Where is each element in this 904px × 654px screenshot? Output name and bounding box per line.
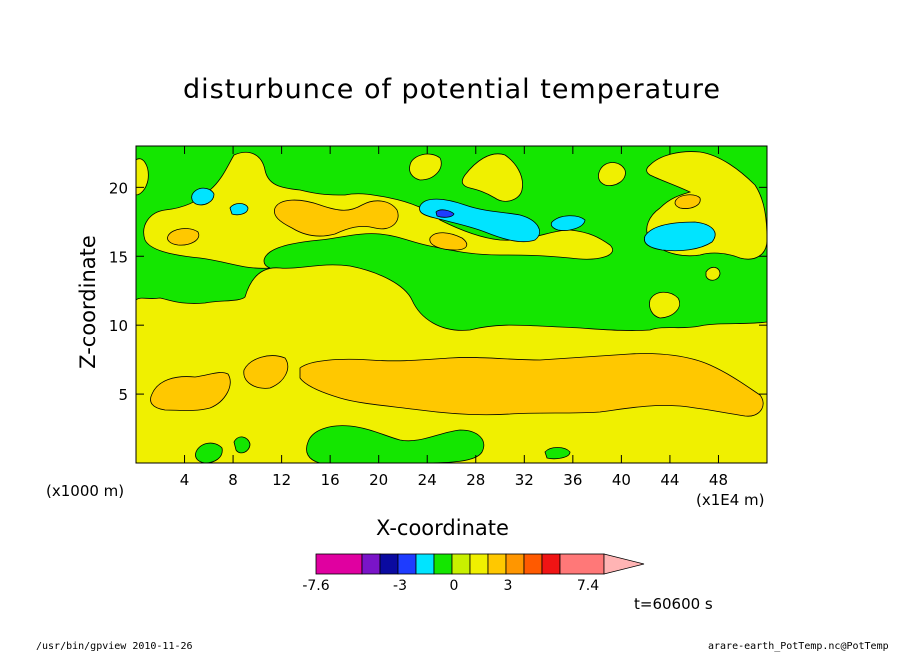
region-cyan-c bbox=[191, 187, 215, 206]
y-tick-label: 20 bbox=[109, 179, 128, 197]
y-unit-label: (x1000 m) bbox=[46, 482, 125, 500]
x-tick-label: 16 bbox=[321, 471, 340, 489]
colorbar-segment bbox=[415, 553, 435, 575]
x-tick-label: 48 bbox=[709, 471, 728, 489]
x-ticks: 4 8 12 16 20 24 28 32 36 40 44 48 bbox=[180, 146, 728, 489]
y-ticks: 5 10 15 20 bbox=[109, 179, 767, 404]
time-label: t=60600 s bbox=[634, 595, 713, 613]
region-blue-cell bbox=[435, 209, 455, 218]
region-green-surface-d bbox=[544, 447, 571, 460]
region-orange-middle bbox=[299, 353, 764, 417]
x-tick-label: 40 bbox=[612, 471, 631, 489]
x-unit-label: (x1E4 m) bbox=[696, 491, 765, 509]
region-yellow-upper-f bbox=[649, 291, 680, 319]
region-yellow-upper-h bbox=[705, 266, 721, 281]
x-tick-label: 32 bbox=[515, 471, 534, 489]
region-green-surface-a bbox=[306, 425, 485, 463]
colorbar-tick-label: -7.6 bbox=[302, 578, 329, 594]
region-orange-upper-b bbox=[429, 232, 468, 251]
colorbar-segment bbox=[541, 553, 561, 575]
colorbar: -7.6 -3 0 3 7.4 bbox=[302, 553, 645, 594]
region-orange-small bbox=[243, 355, 289, 389]
region-yellow-upper-b bbox=[409, 153, 442, 181]
colorbar-extension bbox=[603, 553, 645, 575]
x-tick-label: 20 bbox=[369, 471, 388, 489]
y-tick-label: 5 bbox=[118, 386, 128, 404]
colorbar-segment bbox=[559, 553, 605, 575]
colorbar-segment bbox=[487, 553, 507, 575]
region-yellow-upper-e bbox=[598, 162, 626, 187]
x-tick-label: 12 bbox=[272, 471, 291, 489]
colorbar-segment bbox=[397, 553, 417, 575]
x-tick-label: 24 bbox=[418, 471, 437, 489]
colorbar-tick-label: -3 bbox=[393, 578, 407, 594]
y-tick-label: 10 bbox=[109, 317, 128, 335]
colorbar-segment bbox=[379, 553, 399, 575]
region-orange-upper-a bbox=[273, 199, 399, 237]
colorbar-segment bbox=[433, 553, 453, 575]
colorbar-tick-label: 3 bbox=[504, 578, 513, 594]
region-cyan-a bbox=[419, 198, 540, 243]
region-yellow-upper-g bbox=[136, 158, 149, 196]
y-axis-title: Z-coordinate bbox=[76, 235, 100, 369]
colorbar-tick-label: 0 bbox=[450, 578, 459, 594]
colorbar-segment bbox=[523, 553, 543, 575]
region-green-surface-b bbox=[195, 442, 223, 463]
x-tick-label: 8 bbox=[228, 471, 238, 489]
footer-left: /usr/bin/gpview 2010-11-26 bbox=[36, 641, 193, 652]
region-green-surface-c bbox=[233, 436, 251, 454]
region-cyan-d bbox=[229, 203, 249, 216]
x-tick-label: 28 bbox=[466, 471, 485, 489]
footer-right: arare-earth_PotTemp.nc@PotTemp bbox=[708, 641, 889, 652]
x-tick-label: 4 bbox=[180, 471, 190, 489]
colorbar-tick-label: 7.4 bbox=[577, 578, 599, 594]
contour-field bbox=[136, 146, 767, 463]
y-tick-label: 15 bbox=[109, 248, 128, 266]
region-cyan-b bbox=[643, 221, 716, 252]
x-tick-label: 44 bbox=[660, 471, 679, 489]
colorbar-segment bbox=[469, 553, 489, 575]
plot-frame bbox=[135, 145, 768, 464]
region-cyan-e bbox=[550, 215, 586, 231]
region-orange-left bbox=[150, 372, 231, 411]
region-yellow-upper-c bbox=[461, 153, 523, 202]
region-orange-upper-d bbox=[674, 194, 701, 209]
region-orange-upper-c bbox=[167, 228, 200, 246]
colorbar-segment bbox=[315, 553, 363, 575]
x-axis-title: X-coordinate bbox=[376, 516, 509, 540]
colorbar-segment bbox=[505, 553, 525, 575]
colorbar-segment bbox=[451, 553, 471, 575]
colorbar-segment bbox=[361, 553, 381, 575]
x-tick-label: 36 bbox=[563, 471, 582, 489]
chart-title: disturbunce of potential temperature bbox=[183, 74, 721, 105]
